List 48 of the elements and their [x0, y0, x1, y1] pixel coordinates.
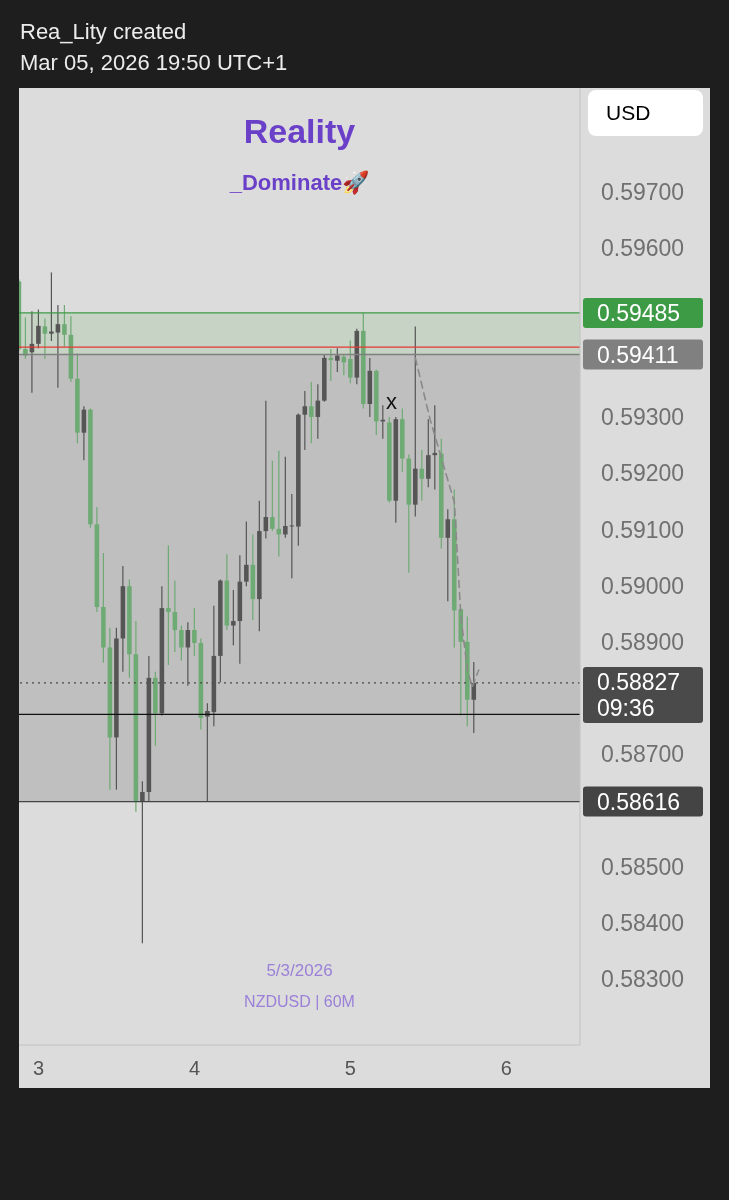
candlestick [302, 390, 308, 451]
y-tick-label: 0.58900 [601, 629, 685, 656]
y-tick-label: 0.59700 [601, 179, 685, 206]
currency-button: USD [588, 90, 703, 136]
text: _Dominate🚀 [229, 170, 370, 195]
ref-line-label: 0.58827 09:36 [597, 668, 681, 721]
candlestick [42, 317, 48, 360]
x-tick-label: 3 [32, 1057, 45, 1080]
y-tick-label: 0.58700 [601, 741, 685, 768]
candlestick [49, 271, 54, 342]
candlestick [205, 702, 210, 803]
annotation: x [386, 389, 397, 414]
candlestick [335, 347, 340, 373]
ref-line-label: 0.59411 [597, 341, 679, 368]
candlestick [62, 304, 67, 348]
ref-line-label: 0.59485 [597, 299, 681, 326]
annotation: 5/3/2026 [266, 961, 333, 980]
candlestick [244, 520, 249, 587]
x-tick-label: 6 [500, 1057, 512, 1080]
annotation: NZDUSD | 60M [244, 993, 355, 1010]
y-tick-label: 0.59100 [601, 516, 685, 543]
candlestick [192, 607, 197, 657]
y-tick-label: 0.59200 [601, 460, 685, 487]
candlestick [231, 589, 236, 646]
candlestick [140, 780, 145, 944]
candlestick [55, 304, 61, 389]
y-tick-label: 0.58400 [601, 910, 685, 937]
y-tick-label: 0.58300 [601, 966, 685, 993]
y-tick-label: 0.58500 [601, 853, 685, 880]
text: Rea_Lity created [20, 19, 187, 44]
y-tick-label: 0.59000 [601, 572, 685, 599]
candlestick [309, 381, 314, 444]
x-tick-label: 4 [188, 1057, 201, 1080]
x-tick-label: 5 [344, 1057, 356, 1080]
candlestick [445, 508, 451, 602]
candlestick [426, 418, 431, 488]
candlestick [23, 316, 28, 360]
y-tick-label: 0.59300 [601, 404, 685, 431]
y-tick-label: 0.59600 [601, 235, 685, 262]
candlestick [36, 308, 41, 349]
candlestick [179, 624, 184, 661]
candlestick [348, 339, 353, 384]
ref-line-label: 0.58616 [597, 788, 681, 815]
candlestick [166, 544, 171, 666]
candlestick [270, 460, 275, 532]
text: Reality [243, 112, 356, 150]
text: Mar 05, 2026 19:50 UTC+1 [20, 50, 288, 75]
candlestick [283, 456, 288, 539]
